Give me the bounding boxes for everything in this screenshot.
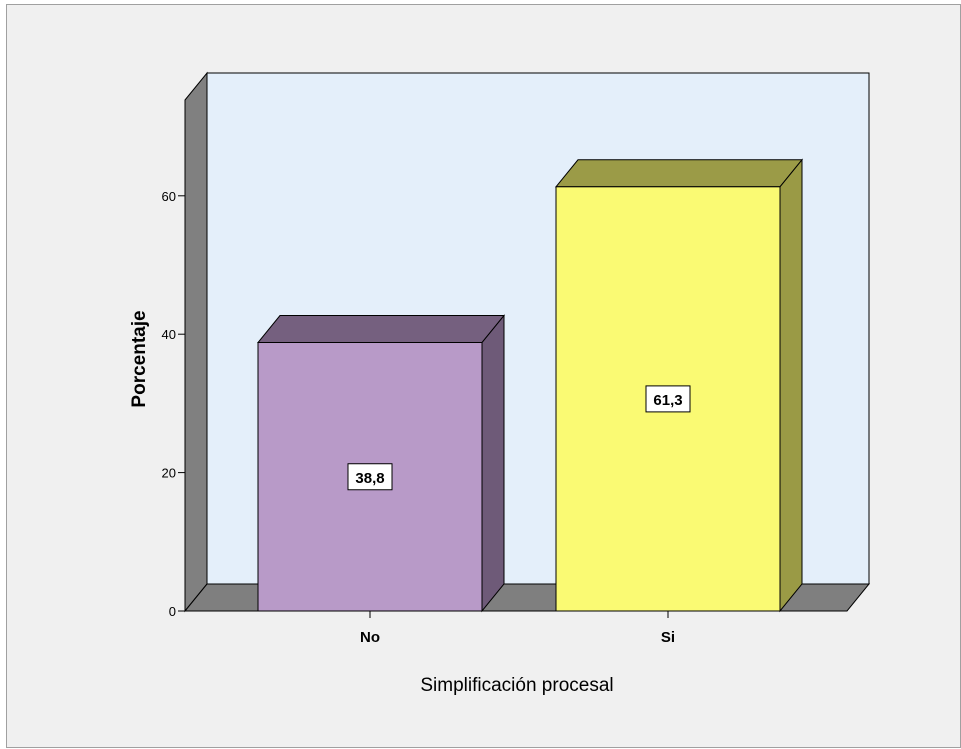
- x-axis-title: Simplificación procesal: [420, 675, 613, 696]
- y-tick-label-20: 20: [162, 466, 176, 481]
- y-tick-label-60: 60: [162, 189, 176, 204]
- x-tick-label-no: No: [360, 629, 380, 646]
- bar-top-0: [256, 315, 506, 344]
- x-tick-label-si: Si: [661, 629, 675, 646]
- y-axis: 0 20 40 60: [162, 100, 186, 619]
- bar-side-0: [481, 314, 505, 613]
- data-label-0: 38,8: [355, 470, 384, 487]
- bar-no: 38,8: [256, 314, 506, 613]
- bar-top-1: [554, 159, 804, 188]
- y-tick-label-0: 0: [169, 604, 176, 619]
- y-tick-label-40: 40: [162, 327, 176, 342]
- bars: 38,8 61,3: [256, 158, 804, 613]
- chart-frame: 0 20 40 60 38,8 61,3 No Si Simplificación pro…: [6, 4, 961, 748]
- bar-side-1: [779, 158, 803, 613]
- bar-si: 61,3: [554, 158, 804, 613]
- y-axis-title: Porcentaje: [129, 310, 150, 407]
- bar-chart: 0 20 40 60 38,8 61,3 No Si Simplificación pro…: [129, 71, 871, 696]
- x-axis: No Si: [360, 611, 675, 646]
- data-label-box-1: [645, 385, 691, 413]
- data-label-1: 61,3: [653, 392, 682, 409]
- side-wall: [184, 71, 208, 613]
- data-label-box-0: [347, 463, 393, 491]
